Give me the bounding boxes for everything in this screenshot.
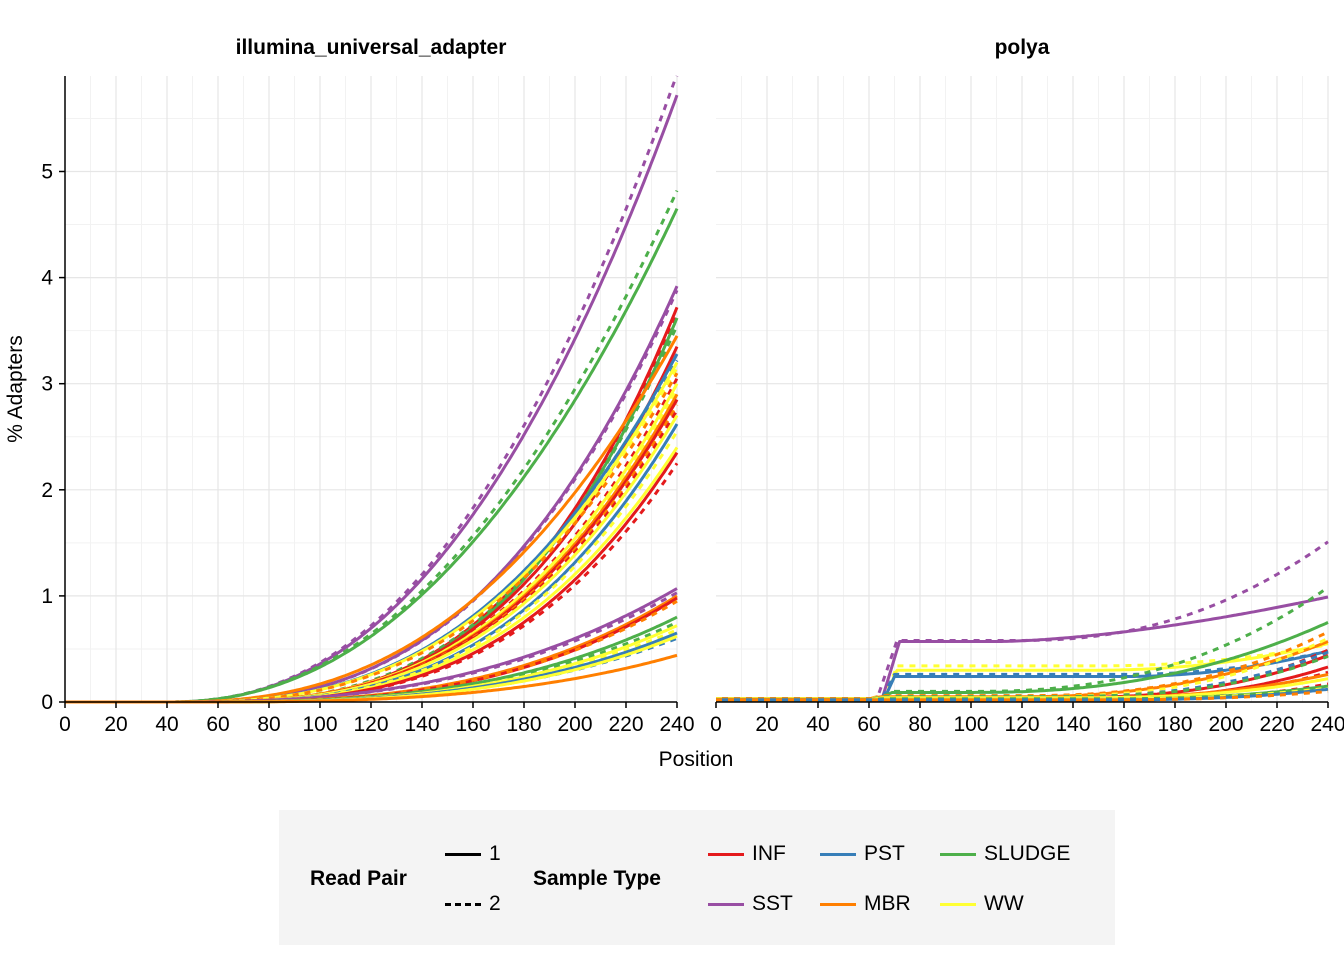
legend-label: PST <box>864 842 905 865</box>
x-tick-label: 140 <box>1055 713 1090 736</box>
legend-item-sst: SST <box>708 889 793 919</box>
panel-title: polya <box>995 36 1050 59</box>
legend-key-inf <box>708 852 744 856</box>
legend-label: 2 <box>489 892 501 915</box>
x-tick-label: 140 <box>404 713 439 736</box>
legend-label: MBR <box>864 892 911 915</box>
x-tick-label: 100 <box>953 713 988 736</box>
x-tick-label: 80 <box>908 713 931 736</box>
y-tick-label: 2 <box>41 479 53 502</box>
x-tick-label: 120 <box>1004 713 1039 736</box>
x-tick-label: 40 <box>155 713 178 736</box>
x-tick-label: 240 <box>1310 713 1344 736</box>
x-tick-label: 0 <box>710 713 722 736</box>
series-line-mbr-read-2 <box>716 689 1329 702</box>
y-tick-label: 5 <box>41 160 53 183</box>
x-tick-label: 200 <box>1208 713 1243 736</box>
x-tick-label: 100 <box>302 713 337 736</box>
x-tick-label: 60 <box>857 713 880 736</box>
legend-label: INF <box>752 842 786 865</box>
x-tick-label: 240 <box>659 713 694 736</box>
x-axes: 0 20 40 60 80 100 120 140 160 180 200 220 240 0 20 40 60… <box>59 701 1344 736</box>
legend-item-ww: WW <box>940 889 1024 919</box>
x-tick-label: 60 <box>206 713 229 736</box>
y-axis-title: % Adapters <box>4 335 27 442</box>
y-tick-label: 0 <box>41 691 53 714</box>
legend-item-sludge: SLUDGE <box>940 839 1070 869</box>
legend-title-read-pair: Read Pair <box>310 867 407 890</box>
x-tick-label: 200 <box>557 713 592 736</box>
x-axis-title: Position <box>659 748 734 771</box>
x-tick-label: 20 <box>104 713 127 736</box>
legend-item-pst: PST <box>820 839 905 869</box>
legend-key-mbr <box>820 902 856 906</box>
x-tick-label: 20 <box>755 713 778 736</box>
legend: Read Pair 1 2 Sample Type INF PST SLUDGE… <box>279 810 1115 945</box>
panel-polya <box>716 76 1329 702</box>
x-tick-label: 160 <box>1106 713 1141 736</box>
y-tick-label: 1 <box>41 585 53 608</box>
panel-illumina-universal-adapter <box>65 75 679 704</box>
x-tick-label: 220 <box>1259 713 1294 736</box>
legend-item-inf: INF <box>708 839 786 869</box>
y-tick-label: 3 <box>41 373 53 396</box>
legend-item-mbr: MBR <box>820 889 911 919</box>
y-axis: 0 1 2 3 4 5 <box>41 76 66 714</box>
legend-item-read-2: 2 <box>445 889 501 919</box>
panel-title: illumina_universal_adapter <box>236 36 507 59</box>
legend-label: SST <box>752 892 793 915</box>
y-tick-label: 4 <box>41 267 53 290</box>
legend-item-read-1: 1 <box>445 839 501 869</box>
x-tick-label: 120 <box>353 713 388 736</box>
x-tick-label: 220 <box>608 713 643 736</box>
legend-key-ww <box>940 902 976 906</box>
legend-title-sample-type: Sample Type <box>533 867 661 890</box>
legend-key-sludge <box>940 852 976 856</box>
legend-key-pst <box>820 852 856 856</box>
x-tick-label: 0 <box>59 713 71 736</box>
x-tick-label: 180 <box>1157 713 1192 736</box>
legend-label: WW <box>984 892 1024 915</box>
legend-key-sst <box>708 902 744 906</box>
legend-label: SLUDGE <box>984 842 1071 865</box>
x-tick-label: 160 <box>455 713 490 736</box>
legend-key-solid <box>445 852 481 856</box>
legend-key-dashed <box>445 902 481 906</box>
legend-label: 1 <box>489 842 501 865</box>
x-tick-label: 180 <box>506 713 541 736</box>
x-tick-label: 80 <box>257 713 280 736</box>
x-tick-label: 40 <box>806 713 829 736</box>
